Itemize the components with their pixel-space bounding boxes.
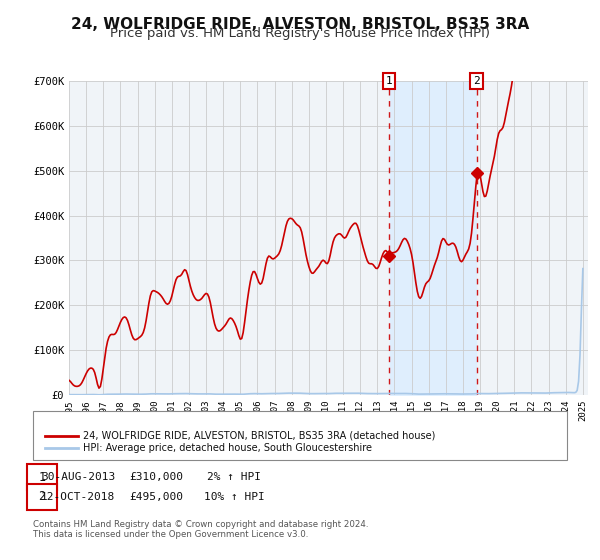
Text: 1: 1 xyxy=(385,76,392,86)
Text: 2: 2 xyxy=(473,76,480,86)
Text: Price paid vs. HM Land Registry's House Price Index (HPI): Price paid vs. HM Land Registry's House … xyxy=(110,27,490,40)
Text: HPI: Average price, detached house, South Gloucestershire: HPI: Average price, detached house, Sout… xyxy=(83,443,372,453)
Text: 30-AUG-2013: 30-AUG-2013 xyxy=(41,472,115,482)
Text: Contains HM Land Registry data © Crown copyright and database right 2024.
This d: Contains HM Land Registry data © Crown c… xyxy=(33,520,368,539)
Text: £310,000: £310,000 xyxy=(129,472,183,482)
Text: 2: 2 xyxy=(38,490,46,503)
Text: 24, WOLFRIDGE RIDE, ALVESTON, BRISTOL, BS35 3RA (detached house): 24, WOLFRIDGE RIDE, ALVESTON, BRISTOL, B… xyxy=(83,431,435,441)
Text: £495,000: £495,000 xyxy=(129,492,183,502)
Text: 2% ↑ HPI: 2% ↑ HPI xyxy=(207,472,261,482)
Text: 1: 1 xyxy=(38,470,46,484)
Text: 10% ↑ HPI: 10% ↑ HPI xyxy=(203,492,265,502)
Text: 12-OCT-2018: 12-OCT-2018 xyxy=(41,492,115,502)
Text: 24, WOLFRIDGE RIDE, ALVESTON, BRISTOL, BS35 3RA: 24, WOLFRIDGE RIDE, ALVESTON, BRISTOL, B… xyxy=(71,17,529,32)
